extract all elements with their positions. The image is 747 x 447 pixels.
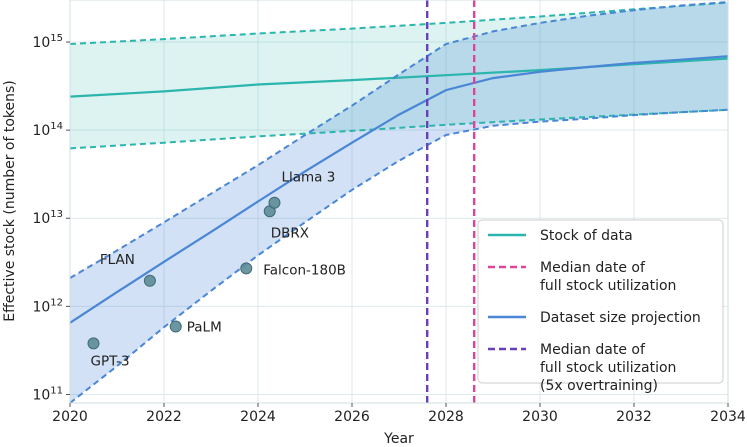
x-axis-label: Year [383,431,414,447]
legend-label: (5x overtraining) [540,378,658,394]
y-tick-label: 1013 [32,209,63,227]
legend-label: full stock utilization [540,278,676,294]
model-label: DBRX [271,225,309,241]
model-label: PaLM [187,320,222,336]
y-tick-label: 1012 [32,297,63,315]
model-point [268,196,281,209]
model-points: GPT-3 FLAN PaLM Falcon-180B DBRX Llama 3 [87,170,346,369]
legend-box [477,219,724,384]
y-axis-label: Effective stock (number of tokens) [2,80,18,322]
model-label: Falcon-180B [263,262,346,278]
x-tick-label: 2020 [52,409,88,425]
projection-band [70,2,728,403]
model-point [143,274,156,287]
model-point [169,320,182,333]
stock-band [70,2,728,149]
y-axis-ticks: 1011 1012 1013 1014 1015 [32,33,70,403]
legend-label: Stock of data [540,228,633,244]
y-tick-label: 1014 [32,121,63,139]
legend-label: Median date of [540,342,646,358]
x-axis-ticks: 2020 2022 2024 2026 2028 2030 2032 2034 [52,403,746,425]
model-label: GPT-3 [91,353,130,369]
confidence-bands [70,2,728,403]
y-tick-label: 1015 [32,33,63,51]
projection-median-line [69,55,729,324]
x-tick-label: 2030 [522,409,558,425]
x-tick-label: 2024 [240,409,276,425]
legend: Stock of data Median date of full stock ut… [477,219,724,394]
vertical-lines [426,0,476,403]
model-point [240,262,253,275]
x-tick-label: 2026 [334,409,370,425]
legend-label: Median date of [540,260,646,276]
x-tick-label: 2034 [710,409,746,425]
x-tick-label: 2028 [428,409,464,425]
y-tick-label: 1011 [32,385,63,403]
plot-frame [69,0,729,404]
legend-label: Dataset size projection [540,310,701,326]
model-label: Llama 3 [281,170,335,186]
model-point [87,337,100,350]
projection-lower-bound-line [69,108,729,404]
model-label: FLAN [100,252,135,268]
legend-label: full stock utilization [540,360,676,376]
x-tick-label: 2032 [616,409,652,425]
x-tick-label: 2022 [146,409,182,425]
series-lines [69,1,729,404]
